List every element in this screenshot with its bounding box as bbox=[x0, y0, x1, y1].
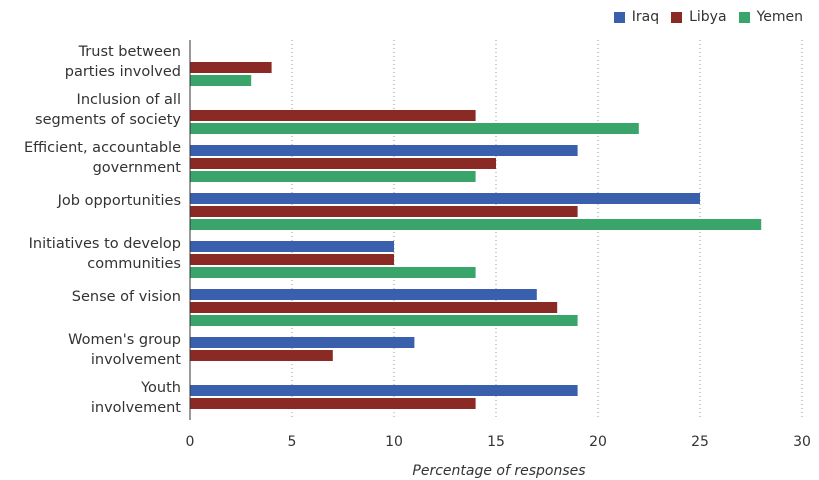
category-label: Youth bbox=[140, 380, 181, 396]
bar-iraq bbox=[190, 241, 394, 252]
bar-libya bbox=[190, 350, 333, 361]
legend-swatch-yemen bbox=[738, 11, 750, 23]
bar-libya bbox=[190, 62, 272, 73]
bar-libya bbox=[190, 110, 476, 121]
category-label: involvement bbox=[91, 352, 181, 368]
x-tick-label: 25 bbox=[691, 434, 709, 450]
category-label: Trust between bbox=[78, 44, 181, 60]
bar-iraq bbox=[190, 337, 415, 348]
bar-yemen bbox=[190, 123, 639, 134]
category-label: communities bbox=[87, 256, 181, 272]
category-label: Women's group bbox=[68, 332, 181, 348]
category-label: Sense of vision bbox=[72, 289, 181, 305]
category-label: Initiatives to develop bbox=[29, 236, 181, 252]
category-label: Inclusion of all bbox=[77, 92, 181, 108]
legend-item-yemen: Yemen bbox=[738, 9, 803, 25]
bar-libya bbox=[190, 206, 578, 217]
category-label: government bbox=[93, 160, 182, 176]
bar-yemen bbox=[190, 171, 476, 182]
category-label: Job opportunities bbox=[57, 193, 181, 209]
x-tick-label: 0 bbox=[186, 434, 195, 450]
x-tick-label: 30 bbox=[793, 434, 811, 450]
bar-libya bbox=[190, 158, 496, 169]
chart-legend: Iraq Libya Yemen bbox=[602, 9, 803, 25]
x-axis: 0 5 10 15 20 25 30 bbox=[186, 40, 811, 450]
bar-iraq bbox=[190, 193, 700, 204]
x-tick-label: 10 bbox=[385, 434, 403, 450]
legend-swatch-iraq bbox=[613, 11, 625, 23]
bar-libya bbox=[190, 302, 558, 313]
bar-libya bbox=[190, 398, 476, 409]
x-tick-label: 20 bbox=[589, 434, 607, 450]
bar-iraq bbox=[190, 385, 578, 396]
legend-swatch-libya bbox=[671, 11, 683, 23]
bars bbox=[190, 62, 762, 409]
legend-item-iraq: Iraq bbox=[613, 9, 660, 25]
bar-iraq bbox=[190, 289, 537, 300]
legend-label-iraq: Iraq bbox=[631, 9, 660, 25]
category-label: parties involved bbox=[65, 64, 181, 80]
category-label: involvement bbox=[91, 400, 181, 416]
x-axis-label: Percentage of responses bbox=[412, 463, 585, 479]
category-labels: Trust between parties involved Inclusion o… bbox=[24, 44, 181, 416]
category-label: Efficient, accountable bbox=[24, 140, 181, 156]
bar-yemen bbox=[190, 75, 252, 86]
bar-libya bbox=[190, 254, 394, 265]
bar-yemen bbox=[190, 315, 578, 326]
bar-yemen bbox=[190, 267, 476, 278]
legend-item-libya: Libya bbox=[671, 9, 727, 25]
bar-yemen bbox=[190, 219, 762, 230]
legend-label-libya: Libya bbox=[689, 9, 727, 25]
bar-iraq bbox=[190, 145, 578, 156]
x-tick-label: 15 bbox=[487, 434, 505, 450]
category-label: segments of society bbox=[35, 112, 181, 128]
legend-label-yemen: Yemen bbox=[756, 9, 803, 25]
x-tick-label: 5 bbox=[288, 434, 297, 450]
